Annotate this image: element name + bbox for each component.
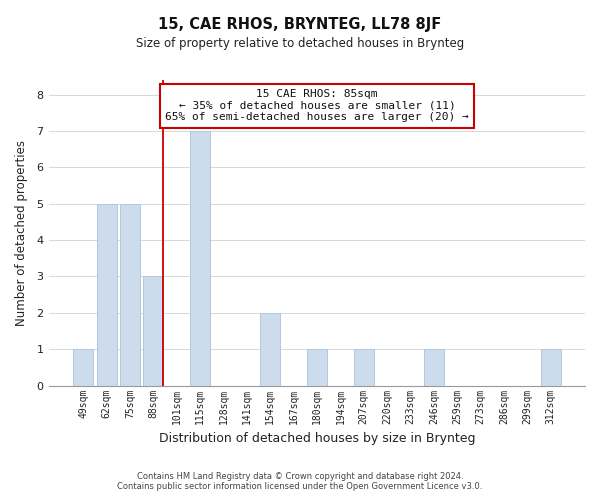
Y-axis label: Number of detached properties: Number of detached properties (15, 140, 28, 326)
Bar (143, 276, 163, 386)
Bar (307, 350, 327, 386)
Text: 15 CAE RHOS: 85sqm
← 35% of detached houses are smaller (11)
65% of semi-detache: 15 CAE RHOS: 85sqm ← 35% of detached hou… (165, 89, 469, 122)
Bar (73, 350, 93, 386)
Bar (97, 204, 116, 386)
Bar (120, 204, 140, 386)
X-axis label: Distribution of detached houses by size in Brynteg: Distribution of detached houses by size … (159, 432, 475, 445)
Bar (260, 313, 280, 386)
Text: Contains HM Land Registry data © Crown copyright and database right 2024.: Contains HM Land Registry data © Crown c… (137, 472, 463, 481)
Bar (541, 350, 560, 386)
Text: 15, CAE RHOS, BRYNTEG, LL78 8JF: 15, CAE RHOS, BRYNTEG, LL78 8JF (158, 18, 442, 32)
Bar (424, 350, 444, 386)
Bar (190, 131, 210, 386)
Text: Contains public sector information licensed under the Open Government Licence v3: Contains public sector information licen… (118, 482, 482, 491)
Bar (354, 350, 374, 386)
Text: Size of property relative to detached houses in Brynteg: Size of property relative to detached ho… (136, 38, 464, 51)
